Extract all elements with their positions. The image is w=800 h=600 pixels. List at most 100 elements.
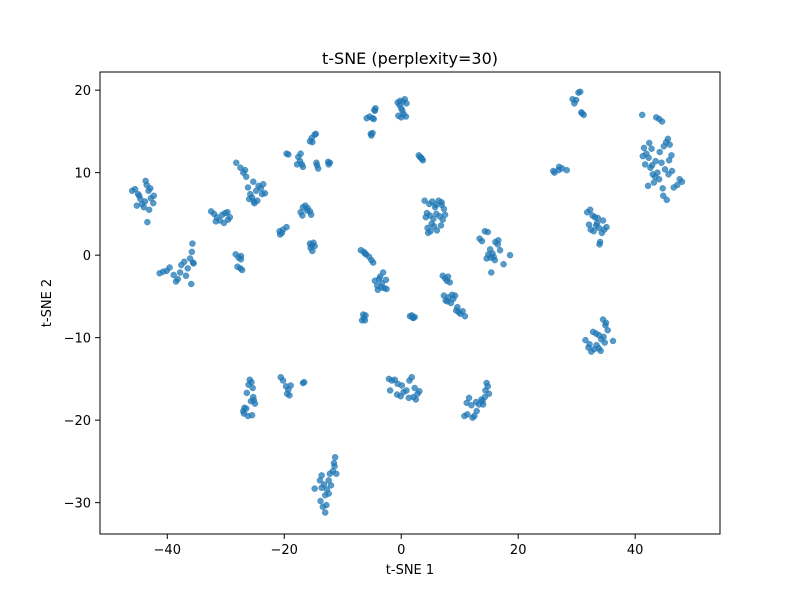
scatter-point xyxy=(180,258,188,265)
scatter-point xyxy=(653,114,660,121)
scatter-point xyxy=(307,244,314,251)
scatter-point xyxy=(212,218,220,225)
scatter-point xyxy=(472,398,480,406)
plot-frame xyxy=(99,71,721,535)
chart-title: t-SNE (perplexity=30) xyxy=(322,49,498,68)
scatter-point xyxy=(370,115,377,123)
scatter-point xyxy=(473,407,480,415)
scatter-point xyxy=(645,139,653,147)
scatter-point xyxy=(408,374,415,381)
scatter-point xyxy=(655,176,663,183)
scatter-point xyxy=(244,184,252,191)
scatter-point xyxy=(500,260,507,268)
scatter-point xyxy=(318,472,325,479)
scatter-point xyxy=(321,509,329,516)
scatter-point xyxy=(224,209,231,216)
scatter-point xyxy=(403,387,410,394)
scatter-point xyxy=(656,148,663,156)
scatter-point xyxy=(654,169,661,176)
y-tick-label: 0 xyxy=(83,249,91,264)
scatter-point xyxy=(300,378,308,386)
scatter-point xyxy=(278,229,286,237)
scatter-point xyxy=(412,396,420,403)
y-axis: −30 −20 −10 0 10 20 xyxy=(64,84,100,512)
scatter-point xyxy=(237,256,245,263)
scatter-point xyxy=(650,179,658,186)
scatter-point xyxy=(314,165,322,172)
y-axis-label: t-SNE 2 xyxy=(40,279,55,327)
scatter-point xyxy=(144,218,151,226)
scatter-point xyxy=(464,411,471,418)
scatter-point xyxy=(490,253,497,261)
scatter-point xyxy=(603,223,610,231)
scatter-point xyxy=(325,161,332,168)
scatter-point xyxy=(145,206,153,214)
scatter-point xyxy=(333,470,340,478)
scatter-point xyxy=(249,384,256,392)
plot-area xyxy=(99,71,721,535)
scatter-point xyxy=(555,166,562,174)
scatter-point xyxy=(135,192,143,199)
scatter-point xyxy=(386,387,394,394)
scatter-point xyxy=(478,237,486,245)
scatter-point xyxy=(313,159,320,166)
scatter-point xyxy=(245,195,253,203)
scatter-point xyxy=(147,185,154,192)
scatter-point xyxy=(149,199,157,207)
scatter-point xyxy=(661,166,669,173)
scatter-point xyxy=(648,145,655,152)
x-tick-label: −20 xyxy=(271,543,298,558)
scatter-point xyxy=(361,317,369,324)
scatter-point xyxy=(454,303,461,311)
scatter-point xyxy=(438,199,445,206)
scatter-point xyxy=(644,182,652,190)
scatter-point xyxy=(586,206,594,214)
scatter-point xyxy=(189,259,197,266)
scatter-point xyxy=(572,96,580,104)
scatter-point xyxy=(652,157,659,165)
scatter-point xyxy=(176,269,184,276)
scatter-point xyxy=(418,155,425,162)
scatter-point xyxy=(359,311,367,318)
scatter-point xyxy=(283,223,290,231)
scatter-point xyxy=(483,379,490,387)
scatter-point xyxy=(665,157,673,164)
scatter-point xyxy=(234,263,241,270)
scatter-point xyxy=(495,237,502,244)
scatter-point xyxy=(170,271,177,279)
scatter-point xyxy=(600,333,607,341)
scatter-point xyxy=(582,336,589,344)
scatter-point xyxy=(676,176,683,183)
scatter-point xyxy=(285,151,292,158)
scatter-point xyxy=(184,265,191,272)
scatter-point xyxy=(639,152,647,160)
scatter-point xyxy=(233,159,240,166)
scatter-point xyxy=(258,190,266,198)
scatter-point xyxy=(660,192,667,199)
scatter-point xyxy=(182,272,190,280)
scatter-point xyxy=(283,390,291,397)
scatter-point xyxy=(243,389,251,397)
scatter-point xyxy=(150,192,158,199)
scatter-point xyxy=(645,154,652,162)
scatter-point xyxy=(658,159,665,166)
x-tick-label: 0 xyxy=(397,543,405,558)
scatter-point xyxy=(287,382,294,389)
scatter-point xyxy=(506,251,514,259)
scatter-point xyxy=(641,161,649,168)
scatter-point xyxy=(424,229,432,237)
scatter-point xyxy=(297,150,304,157)
scatter-point xyxy=(638,111,646,119)
points-layer xyxy=(128,88,686,516)
scatter-point xyxy=(441,211,449,218)
scatter-point xyxy=(259,180,267,188)
scatter-point xyxy=(428,220,435,228)
scatter-point xyxy=(369,259,377,266)
scatter-point xyxy=(318,484,325,492)
scatter-point xyxy=(299,163,307,171)
scatter-point xyxy=(254,197,261,204)
scatter-point xyxy=(659,185,666,192)
plot-frame-background xyxy=(100,72,720,534)
scatter-point xyxy=(361,250,369,257)
